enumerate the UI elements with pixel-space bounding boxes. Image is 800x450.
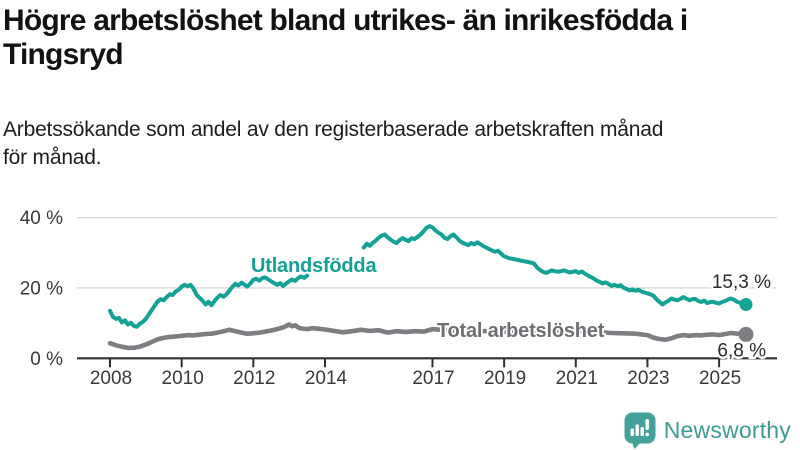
x-tick-label: 2014 [305, 368, 348, 389]
series-end-dot [739, 298, 753, 312]
x-tick-label: 2008 [90, 368, 132, 389]
x-tick-label: 2010 [162, 368, 204, 389]
y-tick-label: 0 % [30, 349, 63, 370]
x-tick-label: 2025 [699, 368, 741, 389]
x-tick-label: 2017 [412, 368, 454, 389]
page-title-line2: Tingsryd [3, 38, 124, 71]
series-line-utlandsfodda [108, 273, 310, 329]
x-tick-label: 2019 [484, 368, 526, 389]
x-tick-label: 2023 [627, 368, 669, 389]
x-tick-label: 2012 [233, 368, 275, 389]
newsworthy-logo: Newsworthy [624, 412, 791, 449]
newsworthy-bars-speech-bubble-icon [624, 412, 656, 449]
y-tick-label: 40 % [20, 208, 63, 229]
end-value-label: 6,8 % [717, 341, 766, 362]
brand-name: Newsworthy [663, 417, 791, 443]
series-line-total [107, 322, 749, 351]
series-label-utlandsfodda: Utlandsfödda [251, 255, 377, 277]
page-title: Högre arbetslöshet bland utrikes- än inr… [3, 4, 797, 72]
series-line-utlandsfodda [361, 224, 748, 307]
unemployment-line-chart: 0 % 20 % 40 % 2008 2010 2012 2014 2017 2019 2021 2… [20, 208, 777, 389]
series-end-dot [738, 326, 754, 342]
page-subtitle: Arbetssökande som andel av den registerb… [3, 116, 797, 172]
page-subtitle-line1: Arbetssökande som andel av den registerb… [3, 118, 664, 141]
x-tick-label: 2021 [556, 368, 598, 389]
page-subtitle-line2: för månad. [3, 146, 102, 169]
end-value-label: 15,3 % [712, 272, 771, 293]
y-tick-label: 20 % [20, 278, 63, 299]
page-title-line1: Högre arbetslöshet bland utrikes- än inr… [3, 4, 688, 37]
series-label-total: Total arbetslöshet [437, 320, 605, 342]
